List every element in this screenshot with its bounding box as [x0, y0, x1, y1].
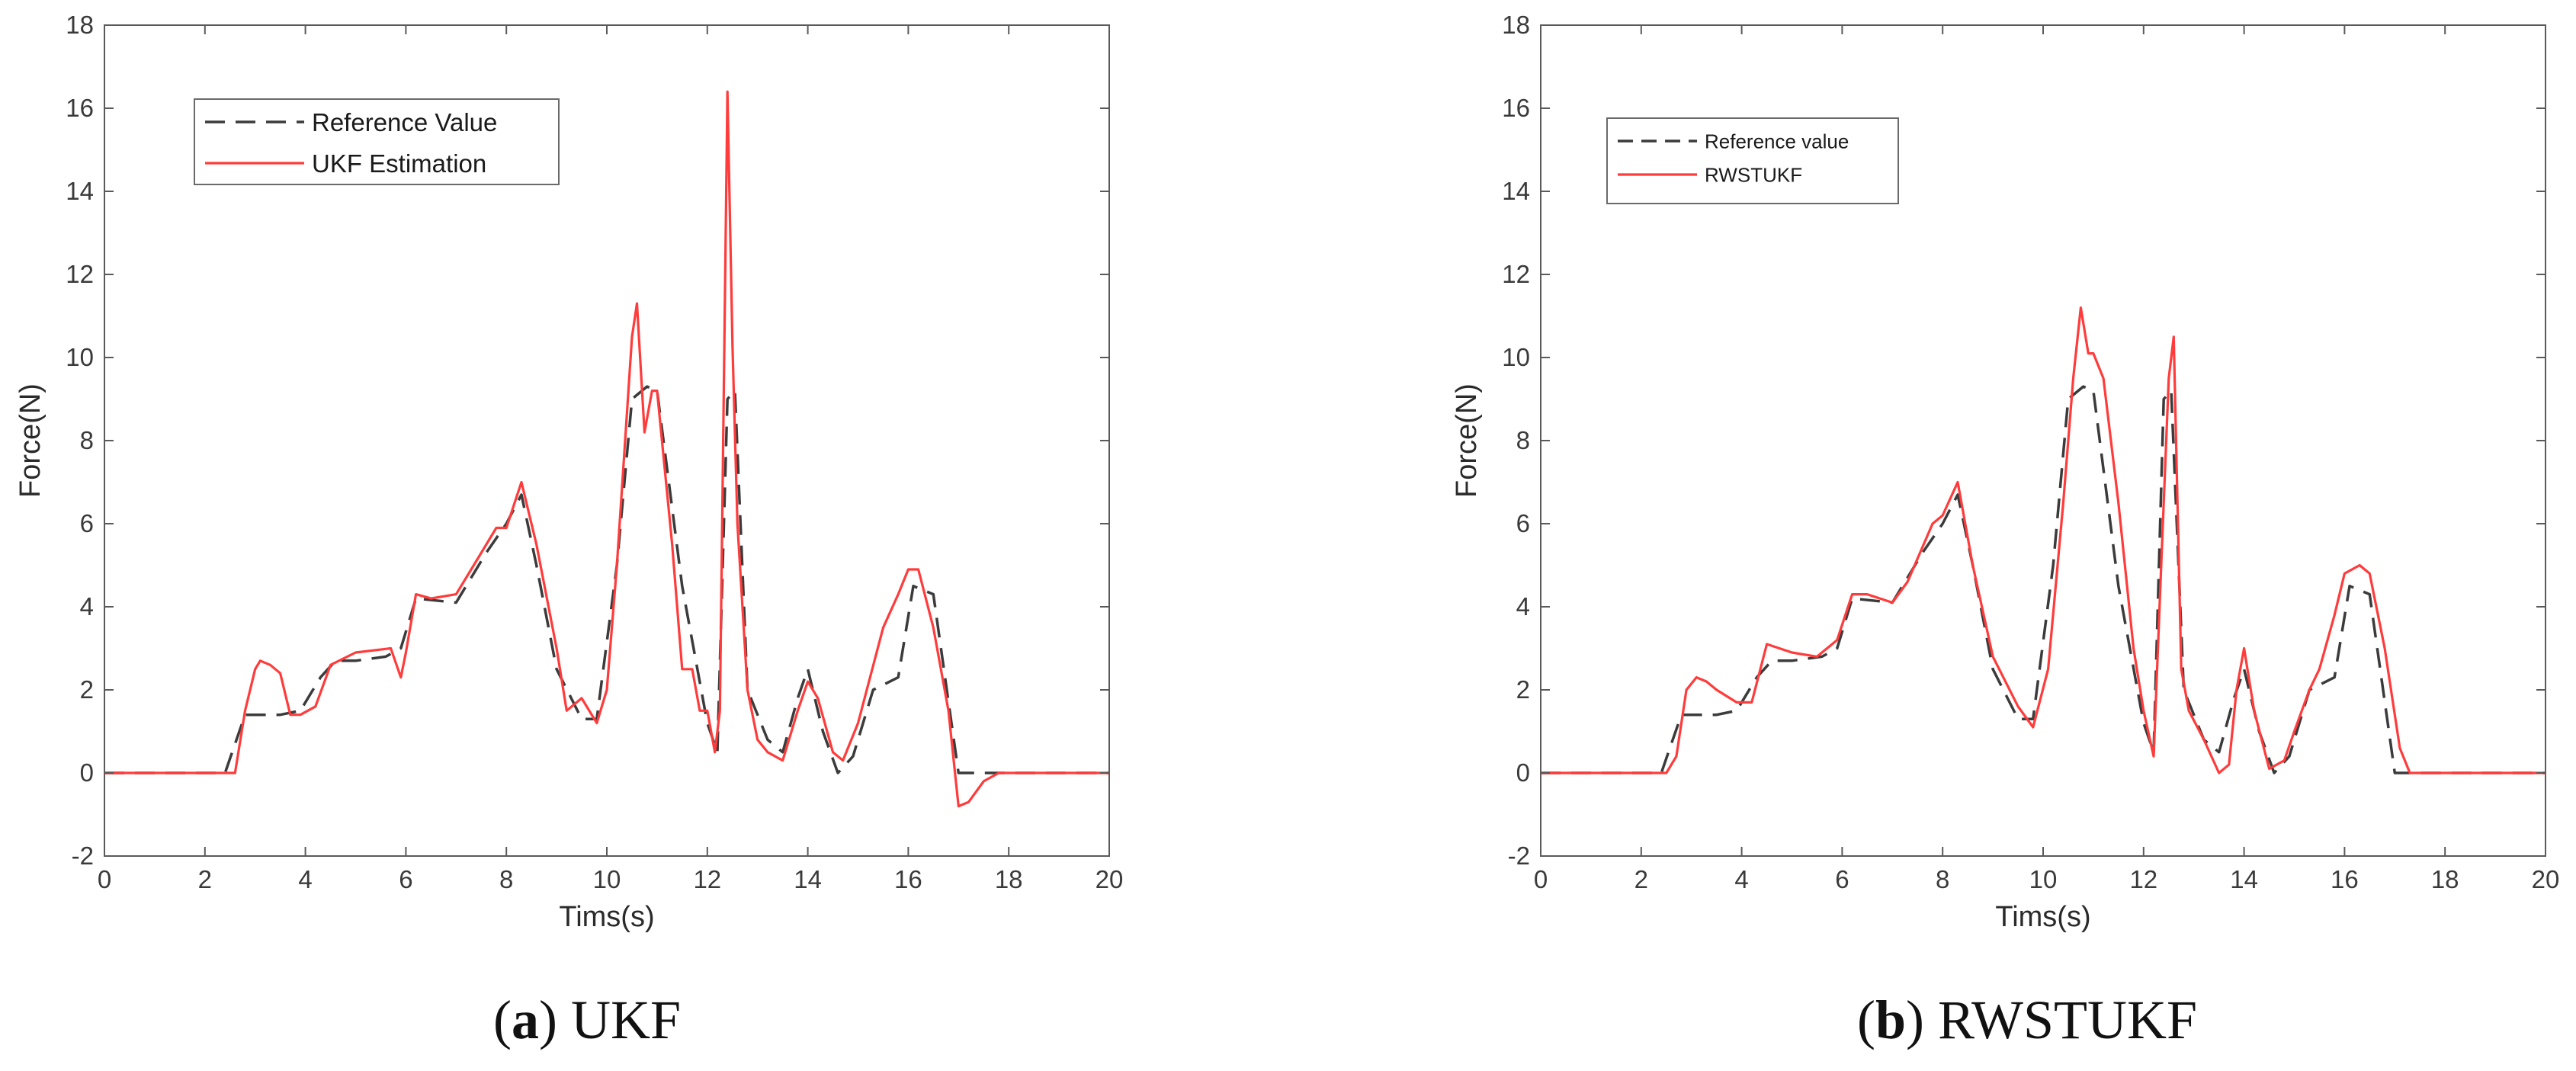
legend-entry-ukf: UKF Estimation [312, 149, 486, 178]
x-tick-label: 8 [1936, 865, 1949, 893]
x-tick-label: 20 [1096, 865, 1124, 893]
y-tick-label: 10 [66, 343, 94, 371]
x-tick-label: 4 [298, 865, 312, 893]
x-tick-label: 0 [98, 865, 111, 893]
legend-entry-reference: Reference Value [312, 108, 497, 136]
legend-entry-rwstukf: RWSTUKF [1705, 163, 1802, 186]
y-tick-label: -2 [72, 842, 94, 870]
caption-b-text: RWSTUKF [1938, 989, 2197, 1050]
x-tick-label: 6 [399, 865, 412, 893]
y-tick-label: 0 [1516, 758, 1530, 787]
x-tick-label: 4 [1734, 865, 1748, 893]
legend-box [194, 98, 560, 185]
x-tick-label: 16 [894, 865, 922, 893]
x-tick-label: 10 [593, 865, 621, 893]
x-tick-label: 18 [995, 865, 1023, 893]
caption-a-text: UKF [571, 989, 681, 1050]
y-axis-label: Force(N) [14, 383, 47, 498]
legend: Reference Value UKF Estimation [194, 98, 560, 185]
series-line-reference [1541, 385, 2546, 774]
x-tick-label: 20 [2532, 865, 2560, 893]
x-tick-label: 10 [2029, 865, 2058, 893]
legend-box [1606, 117, 1899, 204]
x-tick-label: 0 [1534, 865, 1548, 893]
x-tick-label: 18 [2431, 865, 2459, 893]
y-tick-label: 14 [66, 177, 94, 205]
x-tick-label: 2 [1634, 865, 1648, 893]
series-line-estimate [104, 90, 1109, 808]
y-tick-label: 2 [1516, 675, 1530, 704]
y-tick-label: 0 [80, 758, 94, 787]
y-tick-label: 12 [66, 260, 94, 288]
y-tick-label: 14 [1502, 177, 1530, 205]
y-tick-label: 6 [1516, 509, 1530, 537]
x-axis-ticks: 0 2 4 6 8 10 12 14 16 18 20 [1534, 25, 2560, 893]
y-tick-label: 18 [66, 11, 94, 39]
y-tick-label: 8 [1516, 426, 1530, 454]
y-axis-label: Force(N) [1451, 383, 1483, 498]
y-tick-label: 2 [80, 675, 94, 704]
caption-a-letter: a [512, 989, 539, 1050]
x-axis-label: Tims(s) [559, 901, 654, 933]
y-tick-label: 8 [80, 426, 94, 454]
y-tick-label: 16 [66, 94, 94, 122]
x-tick-label: 14 [794, 865, 822, 893]
y-tick-label: 12 [1502, 260, 1530, 288]
series-line-estimate [1541, 306, 2546, 774]
x-tick-label: 12 [2129, 865, 2157, 893]
caption-b: (b) RWSTUKF [1857, 989, 2197, 1050]
x-tick-label: 12 [693, 865, 721, 893]
series-group [1541, 306, 2546, 774]
x-tick-label: 16 [2331, 865, 2359, 893]
y-tick-label: 4 [1516, 592, 1530, 620]
y-tick-label: -2 [1508, 842, 1530, 870]
y-tick-label: 18 [1502, 11, 1530, 39]
caption-a: (a) UKF [493, 989, 681, 1050]
y-tick-label: 6 [80, 509, 94, 537]
x-tick-label: 2 [198, 865, 212, 893]
x-tick-label: 8 [499, 865, 513, 893]
x-axis-label: Tims(s) [1995, 901, 2090, 933]
y-tick-label: 10 [1502, 343, 1530, 371]
x-tick-label: 14 [2230, 865, 2258, 893]
legend-entry-reference: Reference value [1705, 130, 1849, 152]
y-axis-ticks: -2 0 2 4 6 8 10 12 14 16 18 [66, 11, 1109, 870]
x-tick-label: 6 [1835, 865, 1849, 893]
y-axis-ticks: -2 0 2 4 6 8 10 12 14 16 18 [1502, 11, 2546, 870]
x-axis-ticks: 0 2 4 6 8 10 12 14 16 18 20 [98, 25, 1124, 893]
caption-b-letter: b [1875, 989, 1906, 1050]
y-tick-label: 4 [80, 592, 94, 620]
legend: Reference value RWSTUKF [1606, 117, 1899, 204]
series-group [104, 90, 1109, 808]
y-tick-label: 16 [1502, 94, 1530, 122]
series-line-reference [104, 385, 1109, 774]
